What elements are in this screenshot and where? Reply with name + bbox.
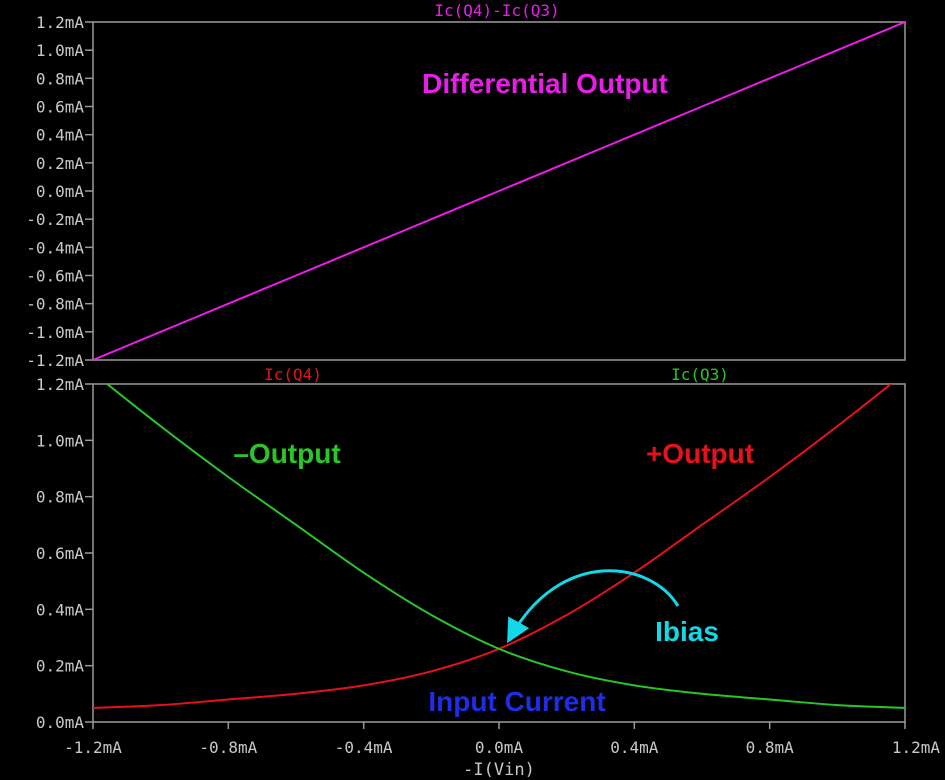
- y-tick-label: -0.6mA: [26, 267, 84, 286]
- neg-output-label: –Output: [233, 438, 340, 469]
- y-tick-label: 0.2mA: [36, 657, 85, 676]
- x-tick-label: 0.8mA: [746, 738, 795, 757]
- plot-area: [93, 373, 905, 709]
- x-tick-label: -0.8mA: [199, 738, 257, 757]
- collector-currents-pane[interactable]: 1.2mA 1.0mA 0.8mA 0.6mA 0.4mA 0.2mA 0.0mA -1.2m…: [36, 365, 941, 780]
- x-tick-label: 1.2mA: [892, 738, 941, 757]
- y-tick-label: 0.0mA: [36, 182, 85, 201]
- trace-title: Ic(Q4)-Ic(Q3): [434, 1, 559, 20]
- pos-output-label: +Output: [646, 438, 754, 469]
- ic-q3-trace[interactable]: [93, 373, 905, 709]
- input-current-label: Input Current: [428, 686, 605, 717]
- x-tick-label: 0.0mA: [475, 738, 524, 757]
- y-tick-label: 1.0mA: [36, 41, 85, 60]
- differential-output-pane[interactable]: 1.2mA 1.0mA 0.8mA 0.6mA 0.4mA 0.2mA 0.0mA -0.2m…: [26, 1, 906, 370]
- differential-output-label: Differential Output: [422, 68, 668, 99]
- y-tick-label: -1.0mA: [26, 323, 84, 342]
- legend-ic-q3[interactable]: Ic(Q3): [671, 365, 729, 384]
- y-tick-label: 0.4mA: [36, 600, 85, 619]
- y-tick-label: -1.2mA: [26, 351, 84, 370]
- y-tick-label: 0.6mA: [36, 98, 85, 117]
- y-tick-label: 0.6mA: [36, 544, 85, 563]
- plot-area: [93, 22, 905, 360]
- annotations: Differential Output –Output +Output Ibia…: [233, 68, 754, 717]
- x-tick-label: 0.4mA: [610, 738, 659, 757]
- differential-trace[interactable]: [93, 22, 905, 360]
- ic-q4-trace[interactable]: [93, 373, 905, 709]
- y-tick-label: 0.0mA: [36, 713, 85, 732]
- y-tick-label: 0.2mA: [36, 154, 85, 173]
- y-tick-label: -0.4mA: [26, 238, 84, 257]
- x-axis-label: -I(Vin): [463, 760, 535, 780]
- y-tick-label: 0.8mA: [36, 69, 85, 88]
- y-tick-label: -0.8mA: [26, 295, 84, 314]
- x-tick-label: -0.4mA: [335, 738, 393, 757]
- y-tick-label: 1.2mA: [36, 375, 85, 394]
- y-tick-label: 0.8mA: [36, 488, 85, 507]
- y-tick-label: 0.4mA: [36, 126, 85, 145]
- legend-ic-q4[interactable]: Ic(Q4): [264, 365, 322, 384]
- y-tick-label: 1.0mA: [36, 431, 85, 450]
- ibias-label: Ibias: [655, 616, 719, 647]
- y-tick-label: -0.2mA: [26, 210, 84, 229]
- x-tick-label: -1.2mA: [64, 738, 122, 757]
- ibias-arrow: [507, 569, 680, 644]
- y-tick-label: 1.2mA: [36, 13, 85, 32]
